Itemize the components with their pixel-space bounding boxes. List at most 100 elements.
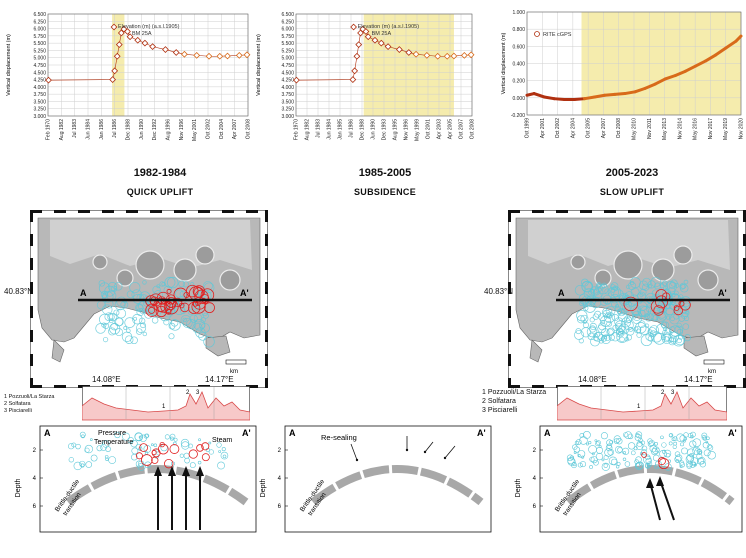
data-point	[181, 50, 188, 58]
earthquake-cyan	[163, 308, 174, 318]
hypocenter-cyan	[668, 441, 673, 446]
earthquake-cyan	[124, 317, 136, 329]
earthquake-red	[173, 297, 183, 307]
border-tick	[652, 210, 664, 213]
hypocenter-cyan	[606, 439, 613, 446]
series-segment	[724, 39, 738, 50]
hypocenter-red	[169, 444, 180, 454]
x-tick-label: Oct 2002	[206, 119, 212, 140]
longitude-label-right-2: 14.17°E	[684, 375, 713, 384]
border-tick	[743, 234, 746, 246]
hypocenter-cyan	[691, 461, 697, 467]
hypocenter-cyan	[79, 431, 86, 438]
border-tick	[508, 385, 520, 388]
hypocenter-cyan	[208, 441, 212, 445]
hypocenter-cyan	[679, 462, 685, 468]
profile-legend-item-3: 3 Pisciarelli	[4, 408, 32, 414]
x-tick-label: Dec 1993	[382, 119, 388, 141]
y-tick-label: 4.000	[33, 85, 46, 91]
hypocenter-cyan	[104, 455, 109, 459]
x-tick-label: May 2001	[192, 119, 198, 141]
earthquake-cyan	[669, 314, 680, 325]
border-tick	[246, 385, 258, 388]
earthquake-cyan	[178, 280, 186, 288]
crater	[135, 250, 165, 280]
hypocenter-cyan	[80, 463, 85, 468]
series-segment	[613, 92, 627, 96]
phase-label-2: SUBSIDENCE	[353, 187, 416, 197]
border-tick	[150, 210, 162, 213]
border-tick	[700, 210, 712, 213]
hypocenter-cyan	[144, 433, 150, 438]
earthquake-cyan	[628, 326, 634, 332]
section-end-start: A	[44, 428, 51, 438]
earthquake-cyan	[186, 319, 197, 330]
earthquake-cyan	[589, 317, 595, 323]
data-point	[355, 41, 363, 48]
uplift-arrowhead	[196, 466, 204, 476]
longitude-label-right-1: 14.08°E	[578, 375, 607, 384]
earthquake-cyan	[104, 312, 114, 322]
y-tick-label: 5.250	[281, 48, 294, 54]
hypocenter-cyan	[221, 447, 226, 452]
earthquake-cyan	[679, 283, 686, 290]
series-segment	[552, 97, 566, 102]
earthquake-cyan	[676, 322, 682, 328]
hypocenter-cyan	[169, 436, 174, 441]
period-heading-3: 2005-2023	[605, 167, 659, 179]
hypocenter-cyan	[697, 457, 705, 465]
depth-tick-label: 2	[278, 448, 282, 454]
hypocenter-cyan	[596, 440, 601, 446]
border-tick	[265, 258, 268, 270]
border-tick	[102, 210, 114, 213]
border-tick	[198, 210, 210, 213]
data-point	[412, 50, 420, 58]
x-tick-label: Jan 1985	[338, 119, 344, 140]
x-tick-label: May 2019	[723, 118, 729, 140]
y-tick-label: 0.800	[512, 27, 525, 33]
hypocenter-red	[151, 450, 157, 456]
earthquake-cyan	[142, 280, 147, 285]
x-tick-label: Apr 2007	[232, 119, 238, 140]
displacement-chart-2005-2023: 1.0000.8000.6000.4000.2000.000-0.200Oct …	[501, 10, 745, 140]
legend-sublabel: BM 25A	[132, 31, 152, 37]
earthquake-cyan	[598, 283, 609, 295]
brittle-ductile-arc	[310, 465, 484, 506]
hypocenter-cyan	[624, 431, 633, 440]
earthquake-red	[200, 288, 215, 302]
uplift-arrow	[659, 479, 675, 521]
crater	[697, 269, 719, 291]
earthquake-cyan	[637, 320, 646, 328]
y-tick-label: 3.750	[33, 92, 46, 98]
border-tick	[126, 210, 138, 213]
border-tick	[580, 210, 592, 213]
data-point	[353, 52, 361, 60]
elevation-profile	[82, 391, 250, 421]
elevation-profile	[557, 391, 727, 421]
hypocenter-red	[196, 444, 204, 452]
y-tick-label: 0.600	[512, 44, 525, 50]
earthquake-cyan	[576, 310, 588, 322]
earthquake-cyan	[187, 308, 194, 315]
border-tick	[743, 282, 746, 294]
crater	[673, 245, 693, 265]
data-point	[126, 33, 134, 41]
hypocenter-cyan	[622, 457, 627, 461]
earthquake-cyan	[580, 314, 589, 323]
earthquake-cyan	[108, 327, 117, 336]
hypocenter-cyan	[686, 460, 693, 468]
sealing-arrow	[444, 445, 456, 459]
y-axis-label: Vertical displacement (m)	[256, 34, 262, 96]
x-tick-label: Jul 1983	[72, 119, 78, 138]
earthquake-cyan	[581, 280, 594, 293]
data-point	[141, 39, 149, 47]
sealing-arrowhead	[405, 448, 409, 452]
y-tick-label: 5.250	[33, 48, 46, 54]
hypocenter-cyan	[153, 443, 158, 447]
border-tick	[508, 330, 511, 342]
hypocenter-cyan	[676, 433, 685, 442]
hypocenter-cyan	[81, 434, 85, 439]
series-segment	[653, 77, 667, 86]
hypocenter-cyan	[647, 438, 653, 444]
